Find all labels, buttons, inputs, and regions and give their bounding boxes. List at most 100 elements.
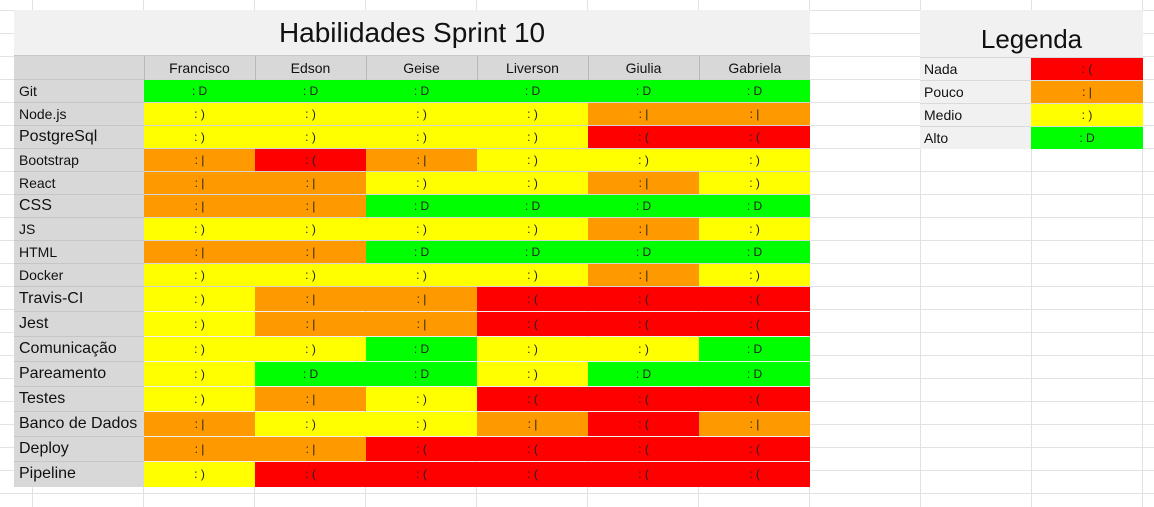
legend-swatch[interactable]: : | (1031, 80, 1144, 104)
skill-label[interactable]: Jest (14, 311, 144, 337)
skill-cell[interactable]: : ( (366, 436, 477, 462)
skill-cell[interactable]: : ( (477, 436, 588, 462)
skill-cell[interactable]: : ) (144, 461, 255, 487)
skill-cell[interactable]: : ) (699, 217, 811, 241)
skill-cell[interactable]: : | (144, 194, 255, 218)
skill-cell[interactable]: : ) (699, 171, 811, 195)
column-header-giulia[interactable]: Giulia (587, 55, 699, 80)
skill-cell[interactable]: : | (477, 411, 588, 437)
skill-cell[interactable]: : ) (255, 411, 366, 437)
skill-cell[interactable]: : ) (144, 263, 255, 287)
skill-cell[interactable]: : ) (366, 102, 477, 126)
skill-cell[interactable]: : ) (144, 336, 255, 362)
skill-label[interactable]: JS (14, 217, 144, 241)
skill-cell[interactable]: : D (588, 194, 699, 218)
skill-label[interactable]: Testes (14, 386, 144, 412)
skill-cell[interactable]: : ) (144, 361, 255, 387)
skill-cell[interactable]: : | (366, 148, 477, 172)
skill-cell[interactable]: : ( (588, 286, 699, 312)
skill-label[interactable]: Banco de Dados (14, 411, 144, 437)
skill-cell[interactable]: : D (588, 79, 699, 103)
skill-label[interactable]: React (14, 171, 144, 195)
skill-cell[interactable]: : ) (477, 217, 588, 241)
skill-label[interactable]: PostgreSql (14, 125, 144, 149)
skill-cell[interactable]: : | (255, 286, 366, 312)
skill-label[interactable]: Bootstrap (14, 148, 144, 172)
legend-label[interactable]: Medio (920, 103, 1031, 127)
skill-cell[interactable]: : | (699, 102, 811, 126)
skill-cell[interactable]: : D (699, 361, 811, 387)
skill-cell[interactable]: : ) (144, 125, 255, 149)
skill-cell[interactable]: : D (366, 336, 477, 362)
skill-cell[interactable]: : ) (366, 411, 477, 437)
skill-cell[interactable]: : | (144, 148, 255, 172)
column-header-liverson[interactable]: Liverson (476, 55, 588, 80)
skill-cell[interactable]: : ( (255, 461, 366, 487)
column-header-francisco[interactable]: Francisco (143, 55, 255, 80)
skill-cell[interactable]: : | (588, 102, 699, 126)
legend-swatch[interactable]: : ( (1031, 57, 1144, 81)
skill-label[interactable]: Comunicação (14, 336, 144, 362)
skill-cell[interactable]: : D (699, 336, 811, 362)
skill-label[interactable]: Git (14, 79, 144, 103)
skill-cell[interactable]: : | (255, 436, 366, 462)
skill-cell[interactable]: : ( (588, 386, 699, 412)
skill-label[interactable]: Pipeline (14, 461, 144, 487)
skill-cell[interactable]: : D (699, 194, 811, 218)
skill-cell[interactable]: : ) (366, 217, 477, 241)
skill-cell[interactable]: : ) (366, 171, 477, 195)
skill-label[interactable]: Node.js (14, 102, 144, 126)
skill-cell[interactable]: : | (588, 171, 699, 195)
skill-label[interactable]: Travis-CI (14, 286, 144, 312)
skill-label[interactable]: Deploy (14, 436, 144, 462)
legend-label[interactable]: Alto (920, 126, 1031, 149)
skill-cell[interactable]: : ( (477, 286, 588, 312)
skill-cell[interactable]: : | (366, 311, 477, 337)
skill-cell[interactable]: : ) (255, 125, 366, 149)
skill-cell[interactable]: : ) (477, 361, 588, 387)
skill-cell[interactable]: : ) (588, 148, 699, 172)
skill-cell[interactable]: : ) (477, 125, 588, 149)
skill-cell[interactable]: : ) (366, 386, 477, 412)
skill-cell[interactable]: : ) (255, 217, 366, 241)
legend-label[interactable]: Pouco (920, 80, 1031, 104)
skill-cell[interactable]: : ( (699, 386, 811, 412)
skill-cell[interactable]: : ) (144, 311, 255, 337)
skill-cell[interactable]: : ( (588, 411, 699, 437)
skill-cell[interactable]: : | (699, 411, 811, 437)
column-header-gabriela[interactable]: Gabriela (698, 55, 811, 80)
skill-cell[interactable]: : ( (588, 125, 699, 149)
skill-cell[interactable]: : ) (144, 102, 255, 126)
skill-cell[interactable]: : D (366, 240, 477, 264)
skill-cell[interactable]: : ( (588, 461, 699, 487)
skill-cell[interactable]: : | (144, 171, 255, 195)
header-corner-cell[interactable] (14, 55, 144, 80)
skill-cell[interactable]: : | (144, 436, 255, 462)
skill-cell[interactable]: : D (588, 361, 699, 387)
sheet-title[interactable]: Habilidades Sprint 10 (14, 10, 811, 56)
skill-cell[interactable]: : ) (366, 125, 477, 149)
skill-cell[interactable]: : ) (477, 102, 588, 126)
skill-cell[interactable]: : ( (699, 461, 811, 487)
skill-cell[interactable]: : ) (144, 286, 255, 312)
legend-swatch[interactable]: : ) (1031, 103, 1144, 127)
skill-cell[interactable]: : ) (588, 336, 699, 362)
skill-cell[interactable]: : ( (699, 436, 811, 462)
skill-cell[interactable]: : D (477, 79, 588, 103)
skill-cell[interactable]: : ) (255, 102, 366, 126)
skill-cell[interactable]: : | (588, 217, 699, 241)
skill-cell[interactable]: : ( (699, 286, 811, 312)
skill-cell[interactable]: : ( (477, 461, 588, 487)
skill-cell[interactable]: : ) (699, 263, 811, 287)
skill-cell[interactable]: : ( (699, 311, 811, 337)
skill-cell[interactable]: : D (588, 240, 699, 264)
skill-cell[interactable]: : ) (255, 263, 366, 287)
skill-cell[interactable]: : ( (255, 148, 366, 172)
skill-cell[interactable]: : ) (255, 336, 366, 362)
legend-swatch[interactable]: : D (1031, 126, 1144, 149)
skill-cell[interactable]: : ) (477, 148, 588, 172)
skill-cell[interactable]: : ( (366, 461, 477, 487)
legend-title[interactable]: Legenda (920, 10, 1144, 58)
skill-cell[interactable]: : D (699, 240, 811, 264)
skill-cell[interactable]: : D (366, 361, 477, 387)
